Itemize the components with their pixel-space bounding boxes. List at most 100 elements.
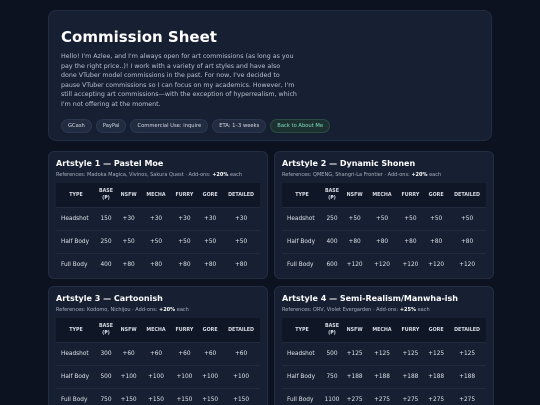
column-header: BASE (₱) <box>322 183 342 208</box>
cell: +275 <box>396 388 425 405</box>
cell: 400 <box>322 230 342 254</box>
price-row: Headshot 500 +125 +125 +125 +125 +125 <box>282 342 486 366</box>
cell: 600 <box>322 253 342 276</box>
column-header: DETAILED <box>448 183 486 208</box>
cell: Half Body <box>56 365 96 389</box>
card-title: Artstyle 3 — Cartoonish <box>56 294 163 303</box>
references-text: References: Kodomo, Nichijou · Add-ons: <box>56 307 158 313</box>
table-body: Headshot 150 +30 +30 +30 +30 +30 Half Body 250 +5… <box>56 207 260 276</box>
cell: +60 <box>170 342 199 366</box>
cell: +30 <box>222 207 260 231</box>
table-body: Headshot 300 +60 +60 +60 +60 +60 Half Body 500 +1… <box>56 342 260 405</box>
cell: Full Body <box>56 388 96 405</box>
cell: +30 <box>198 207 223 231</box>
column-header: MECHA <box>367 318 397 343</box>
table-head: TYPE BASE (₱) NSFW MECHA FURRY GORE DETAILED <box>56 318 260 343</box>
cell: +120 <box>396 253 425 276</box>
cell: 500 <box>322 342 342 366</box>
column-header: FURRY <box>396 183 425 208</box>
price-row: Headshot 300 +60 +60 +60 +60 +60 <box>56 342 260 366</box>
cell: Half Body <box>282 365 322 389</box>
cell: +30 <box>141 207 171 231</box>
cell: Half Body <box>56 230 96 254</box>
column-header: DETAILED <box>222 183 260 208</box>
cell: +50 <box>342 207 368 231</box>
cell: +80 <box>170 253 199 276</box>
cell: +50 <box>424 207 449 231</box>
price-row: Half Body 250 +50 +50 +50 +50 +50 <box>56 230 260 254</box>
cell: +188 <box>367 365 397 389</box>
column-header: GORE <box>198 318 223 343</box>
cell: +120 <box>367 253 397 276</box>
column-header: FURRY <box>396 318 425 343</box>
column-header: MECHA <box>367 183 397 208</box>
addon-note: each <box>176 307 189 313</box>
column-header: TYPE <box>282 183 322 208</box>
cell: +125 <box>424 342 449 366</box>
addon-rate: +20% <box>212 172 229 178</box>
column-header: BASE (₱) <box>96 183 116 208</box>
cell: +150 <box>116 388 142 405</box>
references: References: QMENG, Shangri-La Frontier ·… <box>282 172 486 178</box>
cell: +100 <box>222 365 260 389</box>
addon-rate: +25% <box>399 307 416 313</box>
cell: Full Body <box>282 253 322 276</box>
column-header: NSFW <box>342 318 368 343</box>
cell: +60 <box>141 342 171 366</box>
cell: +100 <box>141 365 171 389</box>
column-header: TYPE <box>56 318 96 343</box>
cell: Headshot <box>282 207 322 231</box>
cell: Headshot <box>56 342 96 366</box>
column-header: BASE (₱) <box>322 318 342 343</box>
card-title: Artstyle 4 — Semi-Realism/Manwha-ish <box>282 294 458 303</box>
cell: +125 <box>396 342 425 366</box>
cell: 300 <box>96 342 116 366</box>
price-row: Full Body 400 +80 +80 +80 +80 +80 <box>56 253 260 276</box>
cell: +50 <box>116 230 142 254</box>
price-row: Headshot 150 +30 +30 +30 +30 +30 <box>56 207 260 231</box>
references-text: References: ORV, Violet Evergarden · Add… <box>282 307 399 313</box>
cell: +80 <box>448 230 486 254</box>
header-row: TYPE BASE (₱) NSFW MECHA FURRY GORE DETAILED <box>282 183 486 208</box>
cell: +50 <box>367 207 397 231</box>
cell: +50 <box>141 230 171 254</box>
cell: +150 <box>222 388 260 405</box>
column-header: FURRY <box>170 318 199 343</box>
cell: +80 <box>222 253 260 276</box>
back-link[interactable]: Back to About Me <box>270 118 331 133</box>
cell: +100 <box>170 365 199 389</box>
cell: 750 <box>322 365 342 389</box>
cell: +60 <box>222 342 260 366</box>
cell: +100 <box>116 365 142 389</box>
column-header: DETAILED <box>222 318 260 343</box>
addon-rate: +20% <box>411 172 428 178</box>
column-header: MECHA <box>141 318 171 343</box>
price-row: Full Body 1100 +275 +275 +275 +275 +275 <box>282 388 486 405</box>
cell: +30 <box>170 207 199 231</box>
table-head: TYPE BASE (₱) NSFW MECHA FURRY GORE DETAILED <box>282 318 486 343</box>
cell: +188 <box>396 365 425 389</box>
column-header: NSFW <box>342 183 368 208</box>
column-header: FURRY <box>170 183 199 208</box>
cell: +275 <box>448 388 486 405</box>
table-body: Headshot 500 +125 +125 +125 +125 +125 Half Body… <box>282 342 486 405</box>
cell: Headshot <box>282 342 322 366</box>
addon-note: each <box>429 172 442 178</box>
table-head: TYPE BASE (₱) NSFW MECHA FURRY GORE DETAILED <box>282 183 486 208</box>
price-row: Half Body 500 +100 +100 +100 +100 +100 <box>56 365 260 389</box>
cell: +188 <box>424 365 449 389</box>
cell: 750 <box>96 388 116 405</box>
tag-list: GCash PayPal Commercial Use: inquire ETA: 1… <box>61 118 479 133</box>
cell: +50 <box>170 230 199 254</box>
cell: +275 <box>342 388 368 405</box>
cell: +150 <box>198 388 223 405</box>
cell: +120 <box>424 253 449 276</box>
header-row: TYPE BASE (₱) NSFW MECHA FURRY GORE DETAILED <box>56 318 260 343</box>
cell: Full Body <box>56 253 96 276</box>
cell: +50 <box>198 230 223 254</box>
cell: +125 <box>448 342 486 366</box>
tag: Commercial Use: inquire <box>130 118 209 133</box>
cell: +30 <box>116 207 142 231</box>
cell: +150 <box>141 388 171 405</box>
column-header: MECHA <box>141 183 171 208</box>
